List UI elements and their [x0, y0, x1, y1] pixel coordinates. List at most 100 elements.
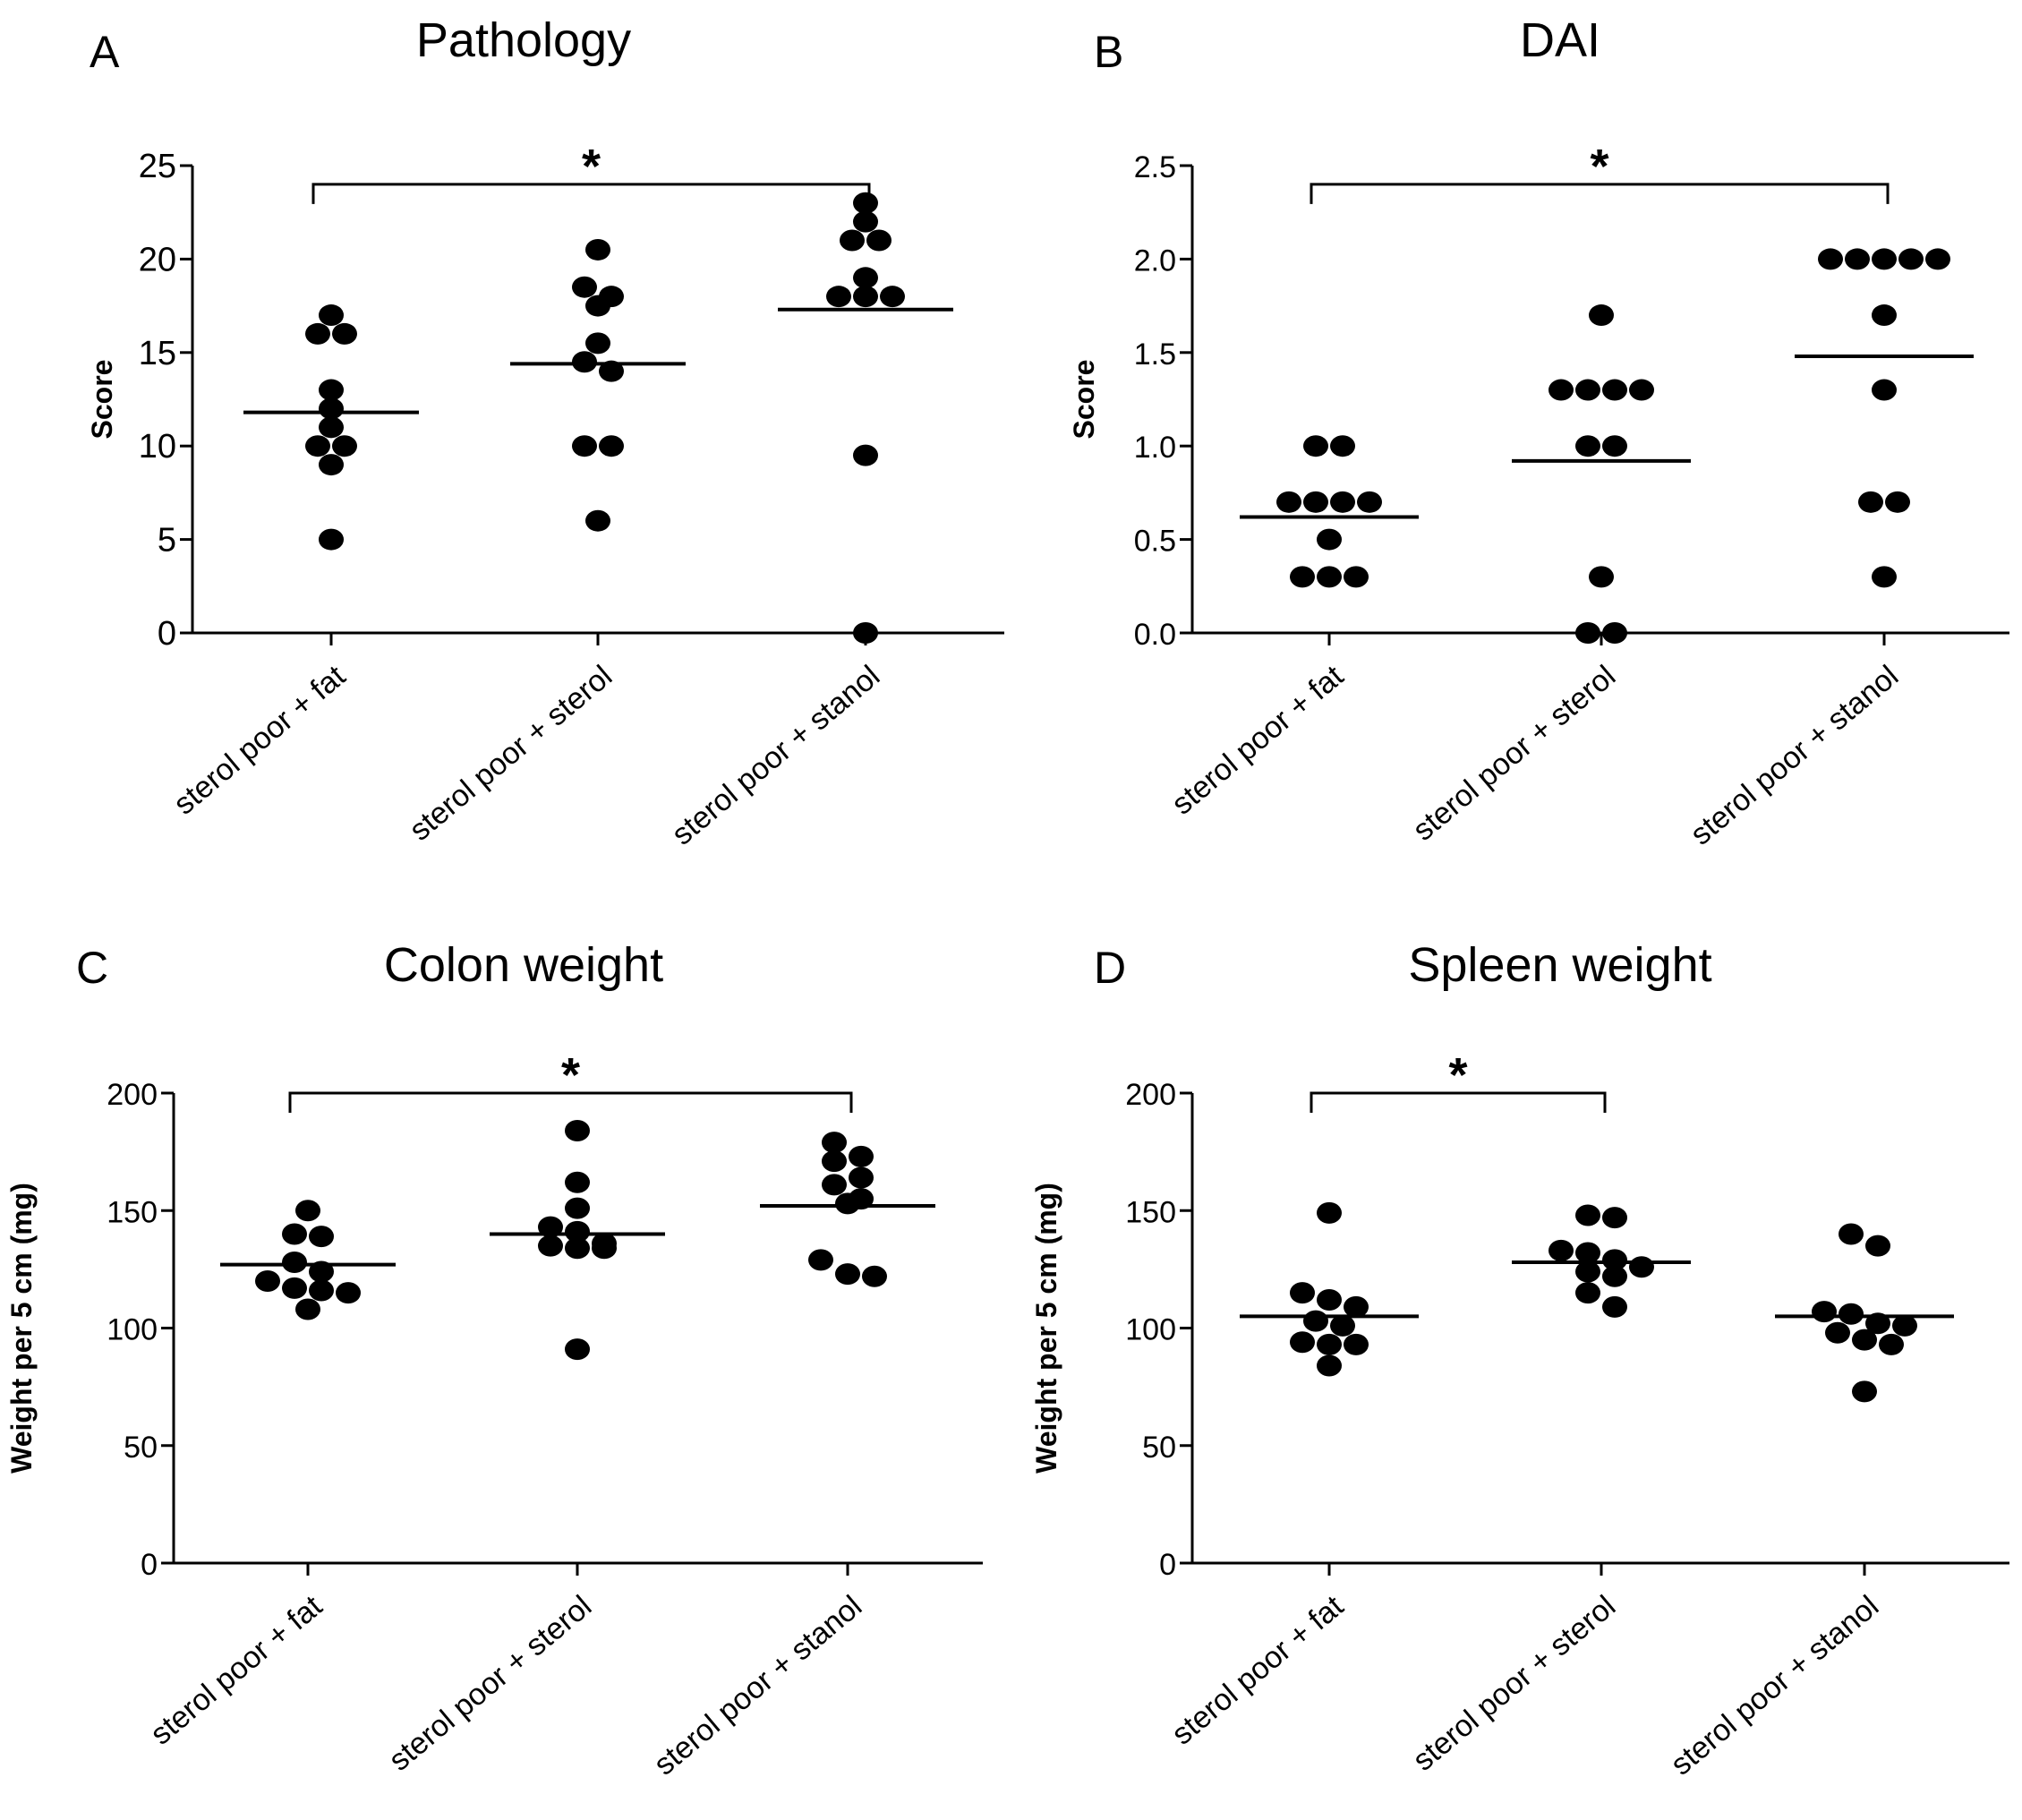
data-point: [1303, 491, 1328, 513]
data-point: [332, 322, 357, 345]
x-category-label: sterol poor + fat: [1165, 1589, 1351, 1752]
data-point: [1852, 1380, 1877, 1403]
data-point: [822, 1132, 847, 1154]
data-point: [1629, 379, 1654, 401]
data-point: [808, 1249, 833, 1271]
data-point: [1629, 1256, 1654, 1278]
significance-bracket: [1310, 1091, 1607, 1113]
significance-star: *: [1448, 1048, 1467, 1102]
data-point: [585, 509, 610, 532]
x-category-label: sterol poor + stanol: [1664, 1589, 1885, 1782]
panel-c: C Colon weight 0 50 100 150 200 Weight per 5 cm…: [5, 938, 983, 1782]
y-tick-label: 100: [107, 1313, 158, 1347]
data-point: [1317, 1201, 1342, 1224]
data-point: [282, 1252, 307, 1273]
panel-title: Spleen weight: [1408, 938, 1711, 992]
data-point: [1602, 1207, 1627, 1229]
data-point: [1575, 1282, 1600, 1304]
y-tick-label: 1.0: [1134, 431, 1176, 465]
y-tick-label: 2.5: [1134, 150, 1176, 184]
series-2: [510, 238, 686, 532]
data-point: [866, 229, 892, 252]
data-point: [853, 267, 878, 289]
y-tick-label: 15: [139, 335, 176, 372]
data-point: [565, 1197, 590, 1219]
panel-letter: D: [1094, 943, 1126, 993]
data-point: [1575, 1204, 1600, 1226]
series-2: [490, 1120, 665, 1361]
data-point: [1818, 248, 1843, 270]
data-point: [1858, 491, 1883, 513]
data-point: [1290, 1331, 1315, 1354]
data-point: [1852, 1329, 1877, 1351]
data-point: [849, 1166, 874, 1189]
data-point: [332, 435, 357, 457]
x-category-label: sterol poor + fat: [167, 659, 353, 822]
data-point: [1825, 1321, 1850, 1344]
y-tick-label: 20: [139, 241, 176, 278]
data-point: [1330, 1314, 1355, 1337]
x-category-label: sterol poor + sterol: [382, 1589, 598, 1778]
series-1: [243, 304, 419, 551]
data-point: [319, 397, 344, 420]
significance-star: *: [561, 1048, 580, 1102]
series-2: [1512, 1204, 1691, 1318]
significance-bracket: [311, 183, 871, 204]
series-1: [1240, 1201, 1419, 1377]
panel-letter: B: [1094, 27, 1123, 77]
significance-bracket: [288, 1091, 853, 1113]
data-point: [1872, 304, 1897, 327]
data-point: [853, 622, 878, 644]
series-2: [1512, 304, 1691, 644]
panel-title: Pathology: [416, 13, 631, 67]
data-point: [1602, 1295, 1627, 1318]
data-point: [1602, 1249, 1627, 1271]
data-point: [835, 1263, 860, 1286]
y-tick-label: 150: [1125, 1195, 1176, 1229]
y-tick-label: 10: [139, 428, 176, 466]
data-point: [1303, 1310, 1328, 1332]
x-category-label: sterol poor + sterol: [1406, 659, 1622, 848]
y-tick-label: 50: [1142, 1431, 1176, 1465]
data-point: [849, 1145, 874, 1167]
panel-title: DAI: [1520, 13, 1600, 67]
data-point: [1344, 1333, 1369, 1355]
data-point: [1589, 566, 1614, 588]
y-tick-label: 200: [1125, 1078, 1176, 1112]
panel-b: B DAI 0.0 0.5 1.0 1.5 2.0 2.5 Score sterol poor +…: [1068, 13, 2009, 852]
data-point: [1548, 1239, 1574, 1261]
data-point: [1357, 491, 1382, 513]
data-point: [1290, 1282, 1315, 1304]
series-3: [778, 192, 953, 644]
data-point: [565, 1120, 590, 1141]
significance-bracket: [1310, 183, 1890, 204]
data-point: [585, 332, 610, 355]
data-point: [319, 528, 344, 551]
data-point: [319, 454, 344, 476]
data-point: [1589, 304, 1614, 327]
data-point: [1344, 1295, 1369, 1318]
data-point: [1290, 566, 1315, 588]
significance-star: *: [582, 140, 601, 193]
y-tick-label: 0: [158, 615, 176, 653]
y-tick-label: 150: [107, 1195, 158, 1229]
y-tick-label: 2.0: [1134, 244, 1176, 278]
y-tick-label: 200: [107, 1078, 158, 1112]
data-point: [295, 1298, 320, 1320]
y-tick-label: 0: [1159, 1548, 1176, 1582]
data-point: [840, 229, 865, 252]
data-point: [822, 1150, 847, 1173]
series-3: [760, 1132, 935, 1287]
data-point: [1872, 379, 1897, 401]
data-point: [599, 360, 624, 382]
series-1: [1240, 435, 1419, 588]
data-point: [853, 444, 878, 466]
data-point: [1872, 566, 1897, 588]
data-point: [565, 1338, 590, 1361]
data-point: [282, 1223, 307, 1245]
y-axis-label: Score: [1068, 360, 1100, 440]
data-point: [1845, 248, 1870, 270]
data-point: [880, 286, 905, 308]
data-point: [255, 1270, 280, 1292]
data-point: [572, 351, 597, 373]
